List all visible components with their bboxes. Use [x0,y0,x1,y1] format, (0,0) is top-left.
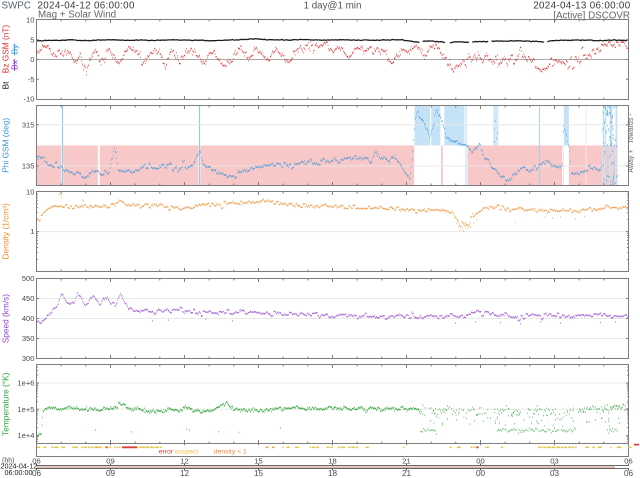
svg-text:1 day@1 min: 1 day@1 min [304,0,362,11]
svg-text:Phi GSM (deg): Phi GSM (deg) [1,118,11,173]
svg-text:09: 09 [106,456,114,465]
svg-text:400: 400 [22,314,35,323]
svg-text:10: 10 [26,16,34,25]
svg-text:2024-04-12 06:00:00: 2024-04-12 06:00:00 [38,0,135,11]
svg-text:0: 0 [30,55,34,64]
svg-text:Away + Towards -: Away + Towards - [628,113,635,173]
svg-text:18: 18 [328,469,338,478]
svg-text:12: 12 [180,456,188,465]
svg-text:06:00:00: 06:00:00 [5,468,33,477]
svg-text:00: 00 [476,469,486,478]
svg-text:(hh): (hh) [2,458,14,465]
svg-text:1: 1 [30,227,34,236]
svg-text:1e+4: 1e+4 [17,431,34,440]
svg-text:21: 21 [402,469,412,478]
svg-text:06: 06 [32,456,40,465]
svg-text:135: 135 [22,162,35,171]
svg-text:Speed (km/s): Speed (km/s) [1,294,11,344]
svg-text:15: 15 [254,469,264,478]
svg-text:2024-04-12: 2024-04-12 [1,461,38,470]
svg-text:Temperature (°K): Temperature (°K) [1,372,11,435]
svg-text:Density (1/cm³): Density (1/cm³) [1,203,11,259]
svg-text:Mag + Solar Wind: Mag + Solar Wind [38,10,116,21]
svg-text:1e+6: 1e+6 [17,379,34,388]
svg-text:12: 12 [180,469,190,478]
svg-text:SWPC: SWPC [2,0,31,11]
svg-text:Bz GSM (nT): Bz GSM (nT) [1,25,11,74]
svg-text:300: 300 [22,354,35,363]
svg-text:-10: -10 [24,95,35,104]
svg-text:1e+5: 1e+5 [17,405,34,414]
svg-text:06: 06 [624,456,632,465]
svg-text:density < 1: density < 1 [214,448,247,455]
svg-text:5: 5 [30,35,34,44]
svg-text:-5: -5 [28,75,35,84]
svg-text:03: 03 [550,456,558,465]
svg-text:00: 00 [476,456,484,465]
svg-text:error: error [159,448,174,455]
svg-text:[Active] DSCOVR: [Active] DSCOVR [553,11,630,22]
svg-text:06: 06 [624,469,634,478]
svg-text:21: 21 [402,456,410,465]
svg-text:suspect: suspect [175,448,199,455]
svg-text:Bt: Bt [1,81,11,90]
svg-text:350: 350 [22,334,35,343]
svg-text:18: 18 [328,456,336,465]
svg-text:09: 09 [106,469,116,478]
svg-text:315: 315 [22,120,35,129]
svg-text:10: 10 [26,187,34,196]
svg-text:15: 15 [254,456,262,465]
svg-text:450: 450 [22,294,35,303]
svg-text:2024-04-13 06:00:00: 2024-04-13 06:00:00 [533,0,630,11]
svg-text:03: 03 [550,469,560,478]
svg-text:06: 06 [32,469,42,478]
svg-text:500: 500 [22,274,35,283]
